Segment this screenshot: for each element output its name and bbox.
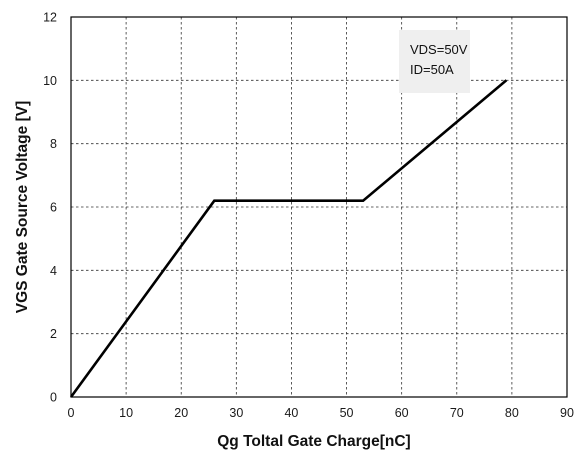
- x-axis-title: Qg Toltal Gate Charge[nC]: [217, 433, 410, 450]
- y-tick-label: 4: [50, 264, 57, 278]
- test-conditions-box: VDS=50V ID=50A: [399, 30, 470, 93]
- y-tick-label: 6: [50, 201, 57, 215]
- grid-lines: [71, 17, 567, 397]
- x-tick-label: 40: [284, 406, 298, 420]
- vgs-curve: [69, 79, 508, 398]
- test-conditions-background: [399, 30, 470, 93]
- x-tick-label: 30: [229, 406, 243, 420]
- y-axis-tick-labels: 0 2 4 6 8 10 12: [43, 11, 57, 405]
- y-tick-label: 8: [50, 137, 57, 151]
- x-tick-label: 10: [119, 406, 133, 420]
- series-layer: [69, 79, 508, 398]
- y-tick-label: 2: [50, 327, 57, 341]
- plot-area-frame: [70, 16, 568, 398]
- test-condition-id: ID=50A: [410, 62, 454, 77]
- x-tick-label: 0: [68, 406, 75, 420]
- x-tick-label: 70: [450, 406, 464, 420]
- x-tick-label: 60: [395, 406, 409, 420]
- y-tick-label: 10: [43, 74, 57, 88]
- y-tick-label: 12: [43, 11, 57, 25]
- x-tick-label: 20: [174, 406, 188, 420]
- y-tick-label: 0: [50, 391, 57, 405]
- x-tick-label: 90: [560, 406, 574, 420]
- test-condition-vds: VDS=50V: [410, 42, 468, 57]
- x-tick-label: 80: [505, 406, 519, 420]
- x-axis-tick-labels: 0 10 20 30 40 50 60 70 80 90: [68, 406, 574, 420]
- y-axis-title: VGS Gate Source Voltage [V]: [14, 101, 31, 313]
- x-tick-label: 50: [340, 406, 354, 420]
